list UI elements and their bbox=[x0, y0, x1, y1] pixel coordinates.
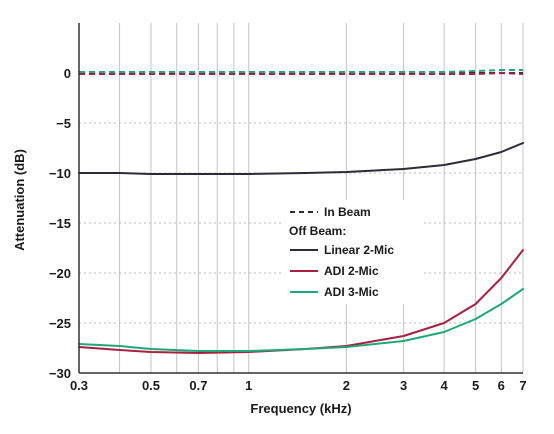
y-tick-label: −10 bbox=[49, 166, 71, 181]
x-tick-label: 4 bbox=[441, 378, 449, 393]
y-tick-label: 0 bbox=[64, 66, 71, 81]
legend-off-beam-heading: Off Beam: bbox=[289, 224, 346, 238]
x-tick-label: 0.3 bbox=[70, 378, 88, 393]
legend-label-adi-3-mic: ADI 3-Mic bbox=[324, 285, 379, 299]
x-tick-label: 7 bbox=[519, 378, 526, 393]
legend-box bbox=[283, 200, 423, 304]
y-tick-label: −30 bbox=[49, 366, 71, 381]
y-tick-label: −25 bbox=[49, 316, 71, 331]
legend-label-linear-2-mic: Linear 2-Mic bbox=[324, 243, 394, 257]
x-tick-label: 0.7 bbox=[189, 378, 207, 393]
x-tick-label: 1 bbox=[245, 378, 252, 393]
x-tick-label: 6 bbox=[498, 378, 505, 393]
x-tick-label: 3 bbox=[400, 378, 407, 393]
x-axis-title: Frequency (kHz) bbox=[250, 401, 351, 416]
x-tick-label: 0.5 bbox=[142, 378, 160, 393]
series-line-linear-2-mic-off-beam bbox=[78, 142, 524, 175]
grid bbox=[78, 23, 524, 373]
series-line-adi-3-mic-in-beam bbox=[79, 69, 523, 73]
y-tick-label: −20 bbox=[49, 266, 71, 281]
legend-label-adi-2-mic: ADI 2-Mic bbox=[324, 264, 379, 278]
y-tick-label: −5 bbox=[56, 116, 71, 131]
tick-labels: 0.3 0.5 0.7 1 2 3 4 5 6 7 0 −5 −10 −15 −20 −25 −30 bbox=[49, 66, 527, 393]
axes bbox=[78, 23, 523, 374]
series-line-adi-2-mic-in-beam bbox=[79, 72, 524, 75]
legend: In Beam Off Beam: Linear 2-Mic ADI 2-Mic… bbox=[283, 200, 423, 304]
legend-in-beam-label: In Beam bbox=[324, 205, 371, 219]
series-lines bbox=[78, 69, 524, 354]
y-axis-title: Attenuation (dB) bbox=[12, 149, 27, 251]
x-tick-label: 5 bbox=[472, 378, 479, 393]
x-tick-label: 2 bbox=[343, 378, 350, 393]
y-tick-label: −15 bbox=[49, 216, 71, 231]
series-line-adi-3-mic-off-beam bbox=[78, 288, 524, 352]
